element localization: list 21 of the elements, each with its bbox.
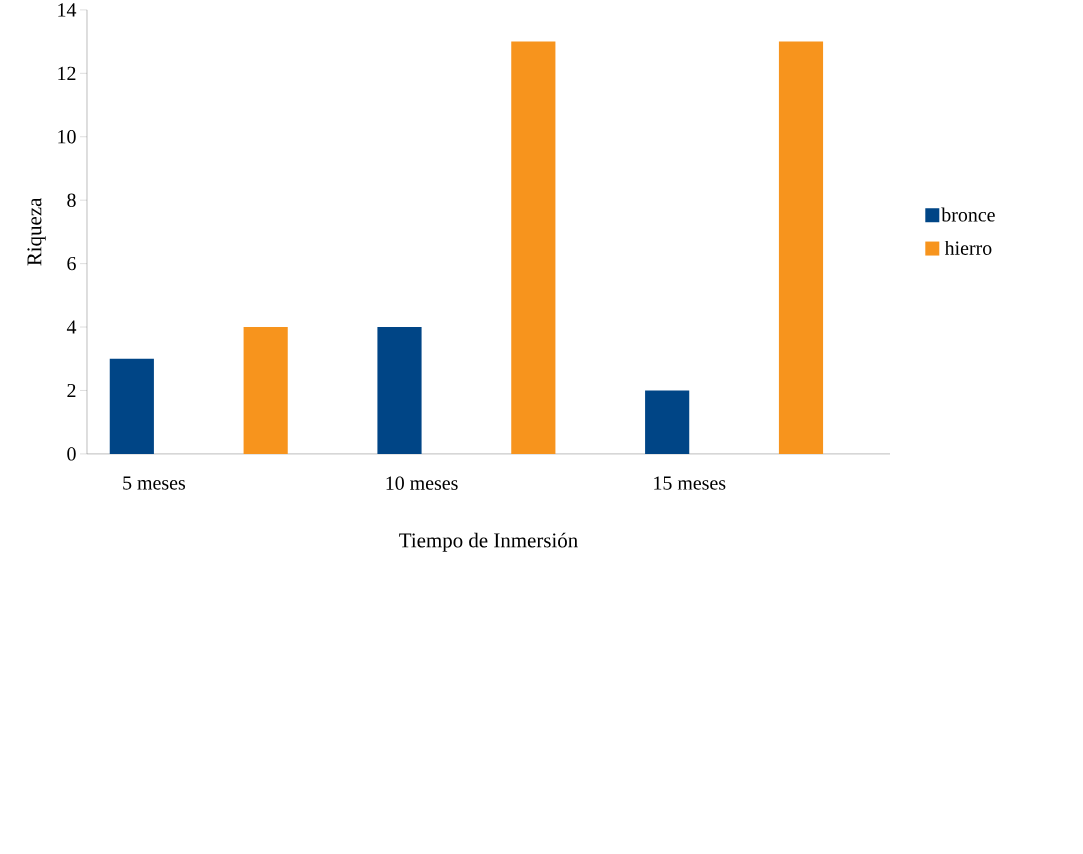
bar [109, 359, 154, 455]
y-tick-label: 2 [67, 384, 76, 398]
legend-label: bronce [941, 207, 995, 222]
bar [511, 41, 556, 455]
y-tick-label: 4 [66, 320, 77, 334]
y-tick-label: 10 [58, 130, 76, 144]
bar [243, 327, 288, 455]
bar [778, 41, 824, 455]
x-tick-label: 10 meses [386, 476, 458, 491]
y-tick-label: 12 [58, 66, 76, 81]
y-tick-label: 0 [67, 447, 76, 461]
legend-label: hierro [944, 241, 992, 256]
bar [377, 327, 422, 455]
y-tick-label: 8 [67, 193, 76, 208]
x-axis-title: Tiempo de Inmersión [399, 532, 578, 552]
y-axis-title: Riqueza [27, 198, 46, 266]
x-tick-label: 15 meses [654, 476, 726, 491]
y-tick-label: 14 [58, 3, 77, 17]
x-tick-label: 5 meses [123, 476, 186, 490]
bar [645, 390, 690, 455]
y-tick-label: 6 [67, 257, 76, 271]
